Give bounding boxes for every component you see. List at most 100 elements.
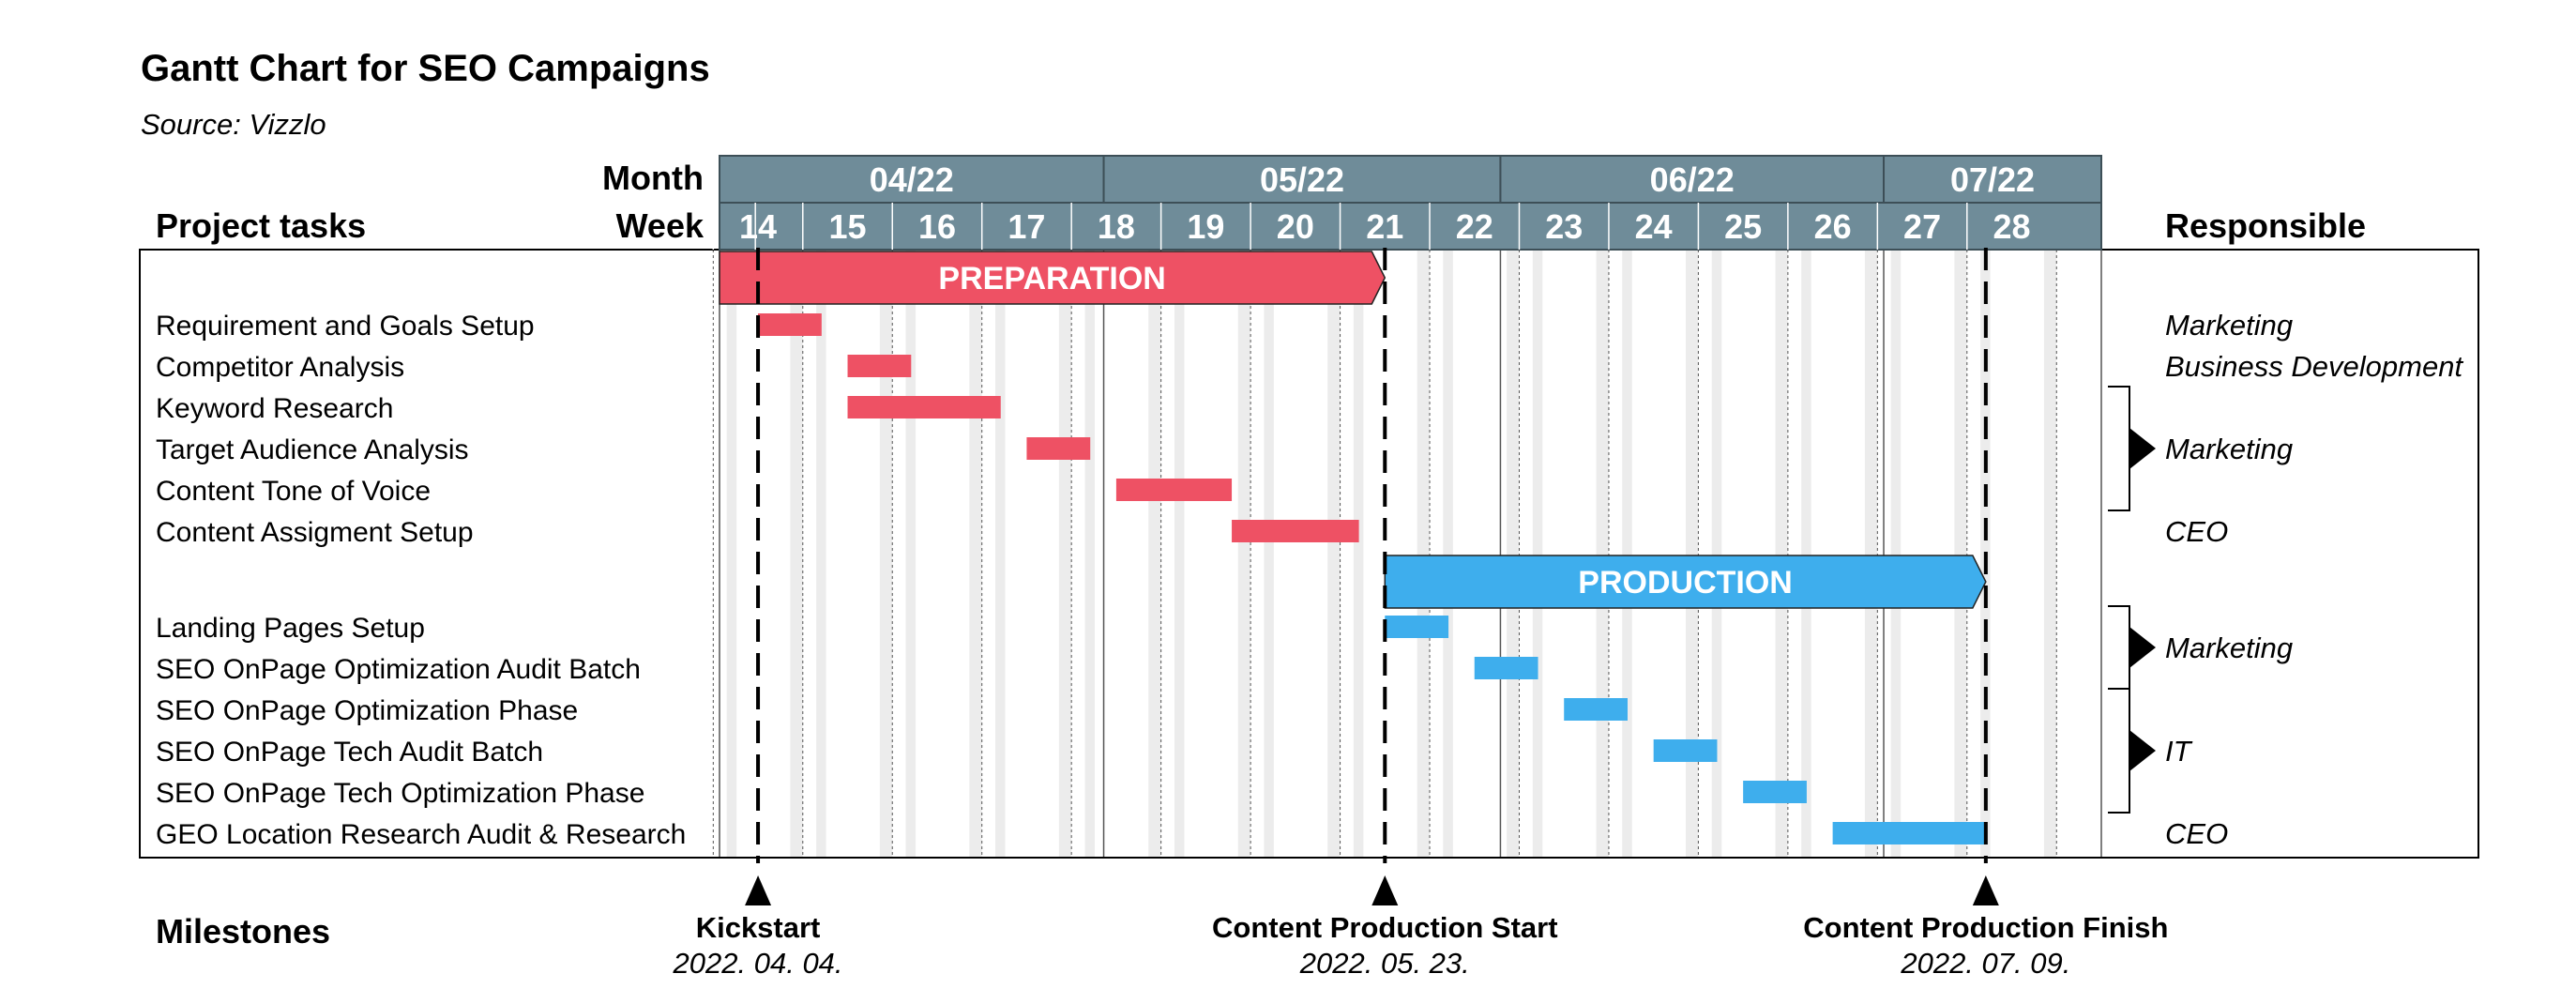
task-label: Landing Pages Setup (156, 613, 425, 644)
month-label: 07/22 (1950, 160, 2035, 199)
task-bar (1385, 616, 1449, 638)
responsible-bracket (2108, 688, 2130, 814)
weekend-shade (879, 250, 893, 858)
milestone-marker (1972, 875, 1999, 905)
week-label: 28 (1993, 207, 2031, 246)
weekend-shade (1443, 250, 1453, 858)
weekend-shade (905, 250, 917, 858)
weekend-shade (1084, 250, 1095, 858)
weekend-shade (1622, 250, 1632, 858)
weekend-shade (1801, 250, 1811, 858)
task-label: Keyword Research (156, 393, 393, 424)
task-bar (1474, 657, 1538, 679)
task-label: Competitor Analysis (156, 352, 404, 383)
responsible-label: Marketing (2165, 309, 2293, 342)
milestone-date: 2022. 07. 09. (1900, 947, 2070, 980)
task-label: Content Assigment Setup (156, 517, 474, 548)
weekend-shade (969, 250, 982, 858)
weekend-shade (1148, 250, 1161, 858)
task-label: Target Audience Analysis (156, 434, 469, 465)
responsible-label: IT (2165, 735, 2193, 768)
week-label: 18 (1098, 207, 1135, 246)
chart-title: Gantt Chart for SEO Campaigns (141, 48, 710, 89)
responsible-label: Marketing (2165, 433, 2293, 465)
chart-subtitle: Source: Vizzlo (141, 108, 326, 141)
task-bar (1232, 520, 1359, 542)
responsible-bracket (2108, 386, 2130, 511)
milestone-date: 2022. 05. 23. (1299, 947, 1470, 980)
phase-label: PRODUCTION (1578, 565, 1793, 601)
task-label: SEO OnPage Optimization Phase (156, 695, 578, 726)
week-label: 19 (1187, 207, 1224, 246)
responsible-pointer (2129, 730, 2156, 771)
week-label: 14 (739, 207, 777, 246)
milestone-name: Kickstart (696, 911, 821, 944)
week-label: 27 (1903, 207, 1941, 246)
weekend-shade (1686, 250, 1699, 858)
week-label: 25 (1724, 207, 1762, 246)
month-label: 06/22 (1650, 160, 1735, 199)
weekend-shade (726, 250, 737, 858)
responsible-label: Business Development (2165, 350, 2463, 383)
weekend-shade (1954, 250, 1967, 858)
weekend-shade (1327, 250, 1341, 858)
week-label: 20 (1277, 207, 1314, 246)
weekend-shade (1353, 250, 1364, 858)
week-gridlines (712, 250, 2102, 858)
responsible-column: Marketing Business Development Marketing CE… (2108, 309, 2463, 850)
weekend-shade (1237, 250, 1251, 858)
week-label: 16 (918, 207, 956, 246)
month-label: 05/22 (1260, 160, 1344, 199)
task-bar (1564, 698, 1628, 721)
weekend-shade (1596, 250, 1609, 858)
month-row-label: Month (602, 159, 704, 197)
task-label: GEO Location Research Audit & Research (156, 819, 686, 850)
task-bar (1832, 822, 1986, 844)
task-label: SEO OnPage Tech Audit Batch (156, 737, 543, 768)
task-bars: PREPARATION PRODUCTION (719, 251, 1987, 844)
weekend-shade (1711, 250, 1722, 858)
task-bar (847, 355, 912, 377)
responsible-bracket (2108, 605, 2130, 690)
weekend-shade (1058, 250, 1072, 858)
weekend-shade (1417, 250, 1431, 858)
task-label: Requirement and Goals Setup (156, 311, 535, 342)
project-tasks-label: Project tasks (156, 206, 366, 245)
weekend-shading (726, 250, 2057, 858)
milestones-label: Milestones (156, 912, 330, 951)
milestone-marker (745, 875, 772, 905)
task-label: SEO OnPage Tech Optimization Phase (156, 778, 644, 809)
task-bar (1743, 781, 1807, 803)
month-label: 04/22 (870, 160, 954, 199)
responsible-header: Responsible (2165, 206, 2366, 245)
task-labels: Requirement and Goals Setup Competitor An… (156, 311, 686, 850)
weekend-shade (1507, 250, 1520, 858)
responsible-pointer (2129, 627, 2156, 668)
weekend-shade (1264, 250, 1274, 858)
task-bar (847, 396, 1001, 418)
weekend-shade (1532, 250, 1543, 858)
month-cell (1883, 155, 2102, 204)
week-label: 17 (1008, 207, 1045, 246)
task-bar (1026, 437, 1091, 460)
weekend-shade (2043, 250, 2057, 858)
month-cell (719, 155, 1105, 204)
weekend-shade (1864, 250, 1878, 858)
phase-bar (719, 251, 1386, 305)
task-label: SEO OnPage Optimization Audit Batch (156, 654, 641, 685)
weekend-shade (790, 250, 803, 858)
phase-label: PREPARATION (938, 261, 1165, 297)
responsible-pointer (2129, 428, 2156, 469)
weekend-shade (1174, 250, 1185, 858)
week-label: 23 (1545, 207, 1583, 246)
milestone-marker (1371, 875, 1399, 905)
week-label: 24 (1635, 207, 1673, 246)
week-label: 26 (1814, 207, 1852, 246)
week-label: 21 (1366, 207, 1403, 246)
week-row (719, 202, 2102, 251)
responsible-label: Marketing (2165, 631, 2293, 664)
week-label: 22 (1456, 207, 1493, 246)
task-label: Content Tone of Voice (156, 476, 431, 507)
